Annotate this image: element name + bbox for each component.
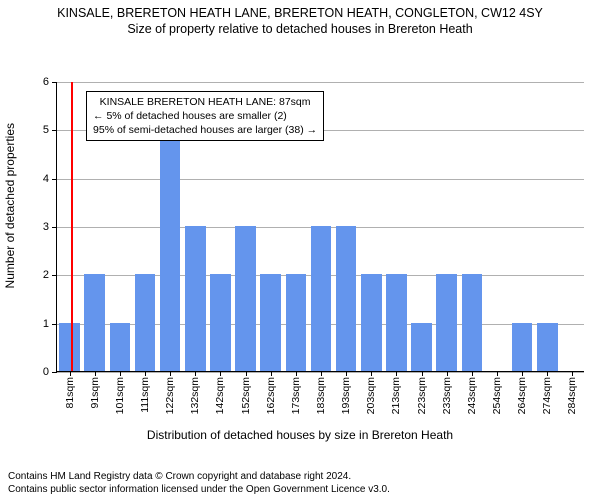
y-tick-label: 6 bbox=[43, 76, 57, 88]
y-tick-label: 2 bbox=[43, 269, 57, 281]
bar bbox=[411, 323, 432, 371]
x-tick-label: 173sqm bbox=[290, 371, 302, 414]
bar bbox=[361, 274, 382, 371]
bar bbox=[185, 226, 206, 371]
x-tick-label: 132sqm bbox=[189, 371, 201, 414]
bar bbox=[386, 274, 407, 371]
bar bbox=[311, 226, 332, 371]
y-axis-label: Number of detached properties bbox=[3, 123, 17, 288]
x-tick-label: 233sqm bbox=[441, 371, 453, 414]
x-tick-label: 284sqm bbox=[566, 371, 578, 414]
super-title: KINSALE, BRERETON HEATH LANE, BRERETON H… bbox=[0, 0, 600, 20]
gridline bbox=[57, 179, 584, 180]
chart-container: Number of detached properties 012345681s… bbox=[0, 36, 600, 436]
x-tick-label: 264sqm bbox=[516, 371, 528, 414]
x-tick-label: 111sqm bbox=[139, 371, 151, 413]
reference-line bbox=[71, 82, 73, 371]
bar bbox=[135, 274, 156, 371]
x-tick-label: 193sqm bbox=[340, 371, 352, 414]
x-tick-label: 81sqm bbox=[64, 371, 76, 409]
annotation-line: KINSALE BRERETON HEATH LANE: 87sqm bbox=[93, 95, 317, 109]
x-tick-label: 152sqm bbox=[240, 371, 252, 414]
x-tick-label: 203sqm bbox=[365, 371, 377, 414]
plot-area: 012345681sqm91sqm101sqm111sqm122sqm132sq… bbox=[56, 82, 584, 372]
footer-line-2: Contains public sector information licen… bbox=[8, 483, 390, 496]
x-tick-label: 254sqm bbox=[491, 371, 503, 414]
bar bbox=[462, 274, 483, 371]
x-tick-label: 183sqm bbox=[315, 371, 327, 414]
bar bbox=[110, 323, 131, 371]
y-tick-label: 4 bbox=[43, 173, 57, 185]
y-tick-label: 1 bbox=[43, 318, 57, 330]
footer: Contains HM Land Registry data © Crown c… bbox=[8, 470, 390, 496]
x-tick-label: 122sqm bbox=[164, 371, 176, 414]
bar bbox=[210, 274, 231, 371]
bar bbox=[512, 323, 533, 371]
y-axis-label-wrap: Number of detached properties bbox=[0, 36, 20, 376]
bar bbox=[260, 274, 281, 371]
x-axis-label: Distribution of detached houses by size … bbox=[0, 428, 600, 442]
x-tick-label: 243sqm bbox=[466, 371, 478, 414]
x-tick-label: 101sqm bbox=[114, 371, 126, 414]
bar bbox=[286, 274, 307, 371]
x-tick-label: 142sqm bbox=[214, 371, 226, 414]
bar bbox=[537, 323, 558, 371]
gridline bbox=[57, 82, 584, 83]
x-tick-label: 223sqm bbox=[416, 371, 428, 414]
x-tick-label: 162sqm bbox=[265, 371, 277, 414]
bar bbox=[84, 274, 105, 371]
x-tick-label: 91sqm bbox=[89, 371, 101, 409]
bar bbox=[336, 226, 357, 371]
footer-line-1: Contains HM Land Registry data © Crown c… bbox=[8, 470, 390, 483]
bar bbox=[235, 226, 256, 371]
bar bbox=[160, 129, 181, 371]
chart-title: Size of property relative to detached ho… bbox=[0, 20, 600, 36]
bar bbox=[436, 274, 457, 371]
y-tick-label: 0 bbox=[43, 366, 57, 378]
x-tick-label: 274sqm bbox=[541, 371, 553, 414]
y-tick-label: 5 bbox=[43, 124, 57, 136]
annotation-line: 95% of semi-detached houses are larger (… bbox=[93, 123, 317, 137]
y-tick-label: 3 bbox=[43, 221, 57, 233]
bar bbox=[59, 323, 80, 371]
x-tick-label: 213sqm bbox=[390, 371, 402, 414]
annotation-line: ← 5% of detached houses are smaller (2) bbox=[93, 109, 317, 123]
annotation-box: KINSALE BRERETON HEATH LANE: 87sqm← 5% o… bbox=[86, 91, 324, 142]
